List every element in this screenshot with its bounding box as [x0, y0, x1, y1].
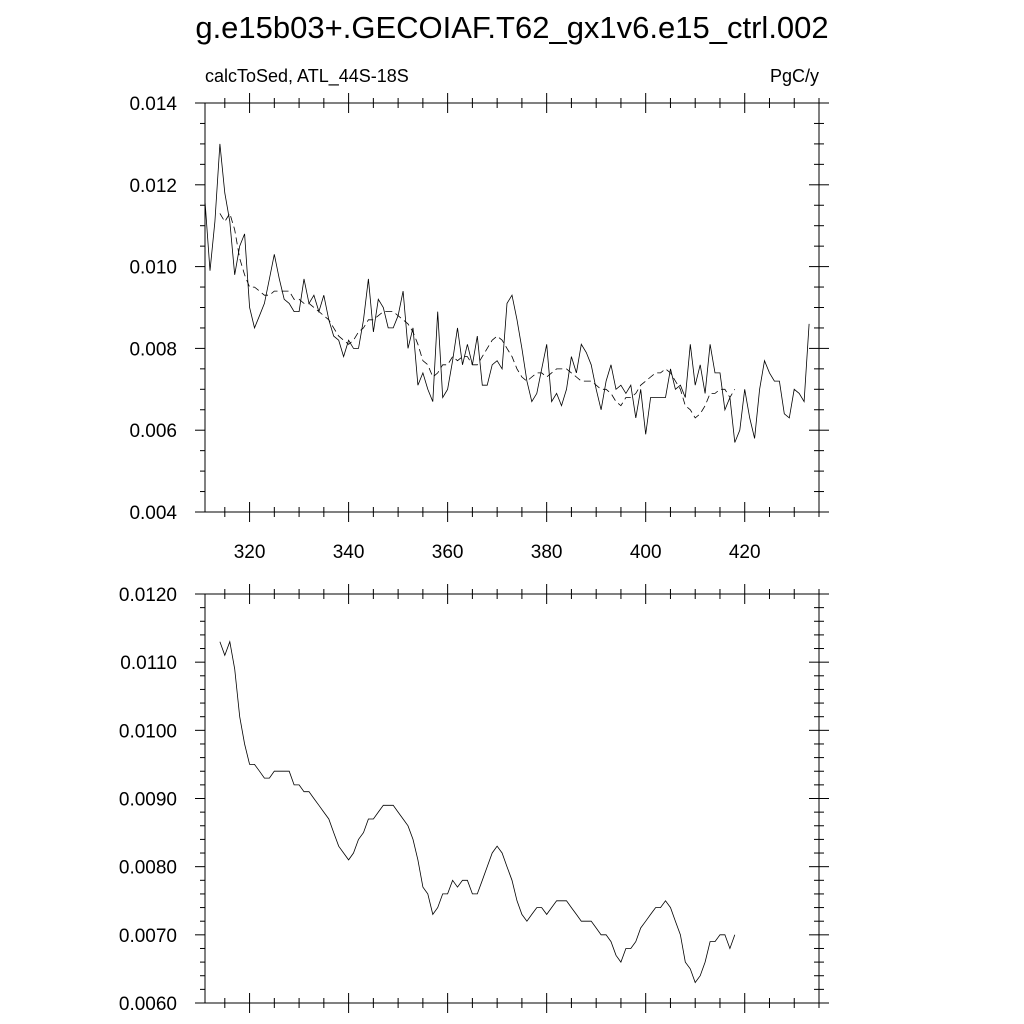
y-tick-label: 0.006 [129, 421, 177, 442]
bottom-panel: 0.0060 0.0070 0.0080 0.0090 0.0100 0.0110 0.01… [119, 584, 829, 1015]
y-tick-label: 0.0110 [120, 653, 177, 674]
series-line-solid [204, 143, 810, 443]
y-tick-label: 0.0100 [119, 721, 177, 742]
top-panel-frame [204, 102, 820, 513]
y-tick-label: 0.004 [129, 503, 177, 524]
bottom-panel-series-group [219, 640, 736, 984]
top-panel-right-label: PgC/y [770, 66, 819, 86]
series-line-solid [219, 640, 736, 984]
figure-title: g.e15b03+.GECOIAF.T62_gx1v6.e15_ctrl.002 [195, 10, 828, 45]
top-panel: calcToSed, ATL_44S-18S PgC/y 320 340 360 38… [129, 66, 829, 563]
y-tick-label: 0.0080 [119, 858, 177, 879]
x-tick-label: 360 [432, 542, 464, 563]
top-panel-ticks: 320 340 360 380 400 420 0.004 0.006 0.008 0.010 0.… [129, 93, 829, 563]
top-panel-left-label: calcToSed, ATL_44S-18S [205, 66, 409, 87]
x-tick-label: 320 [234, 542, 266, 563]
series-line-dashed [219, 212, 736, 419]
x-tick-label: 340 [333, 542, 365, 563]
bottom-panel-ticks: 0.0060 0.0070 0.0080 0.0090 0.0100 0.0110 0.01… [119, 584, 829, 1015]
x-tick-label: 400 [630, 542, 662, 563]
y-tick-label: 0.0070 [119, 926, 177, 947]
y-tick-label: 0.0090 [119, 790, 177, 811]
y-tick-label: 0.0060 [119, 994, 177, 1015]
x-tick-label: 380 [531, 542, 563, 563]
x-tick-label: 420 [729, 542, 761, 563]
y-tick-label: 0.014 [129, 94, 177, 115]
y-tick-label: 0.0120 [119, 585, 177, 606]
y-tick-label: 0.008 [129, 339, 177, 360]
y-tick-label: 0.010 [129, 258, 177, 279]
bottom-panel-frame [204, 593, 820, 1004]
top-panel-series-group [204, 143, 810, 443]
y-tick-label: 0.012 [129, 176, 177, 197]
